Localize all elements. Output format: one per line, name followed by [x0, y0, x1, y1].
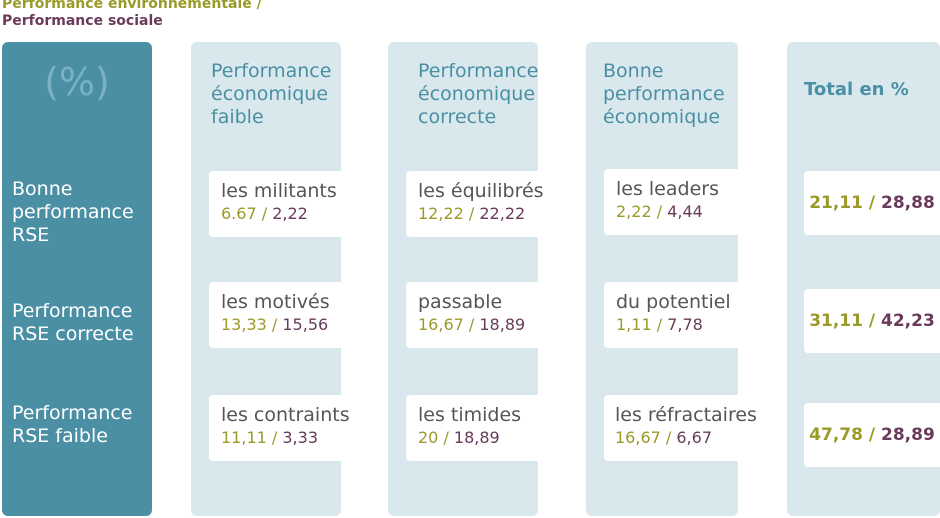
total-cell-good: 21,11 / 28,88 — [804, 171, 940, 235]
cell-name: les contraints — [221, 404, 350, 426]
separator: / — [862, 311, 882, 331]
unit-label: (%) — [44, 60, 110, 104]
cell-refractaires: les réfractaires 16,67 / 6,67 — [604, 395, 757, 461]
soc-value: 15,56 — [282, 315, 329, 334]
cell-values: 13,33 / 15,56 — [221, 314, 329, 336]
cell-passable: passable 16,67 / 18,89 — [406, 282, 538, 348]
cell-motives: les motivés 13,33 / 15,56 — [209, 282, 341, 348]
separator: / — [463, 204, 480, 223]
cell-name: les leaders — [616, 178, 719, 200]
env-value: 6.67 — [221, 204, 257, 223]
column-header-line: économique — [418, 83, 536, 105]
env-value: 2,22 — [616, 202, 652, 221]
column-header-correct: Performance économique correcte — [418, 60, 538, 129]
soc-value: 7,78 — [667, 315, 703, 334]
column-header-line: économique — [211, 83, 329, 105]
total-header: Total en % — [804, 79, 909, 100]
separator: / — [266, 428, 283, 447]
env-value: 11,11 — [221, 428, 267, 447]
column-header-line: correcte — [418, 106, 497, 128]
total-env-value: 47,78 — [809, 425, 863, 445]
soc-value: 2,22 — [272, 204, 308, 223]
row-label-correct: Performance RSE correcte — [12, 300, 134, 346]
total-cell-weak: 47,78 / 28,89 — [804, 403, 940, 467]
cell-name: les militants — [221, 180, 337, 202]
separator: / — [651, 315, 668, 334]
column-header-line: Performance — [211, 60, 332, 82]
cell-values: 16,67 / 18,89 — [418, 314, 526, 336]
column-header-line: Bonne — [603, 60, 664, 82]
cell-values: 20 / 18,89 — [418, 427, 526, 449]
cell-name: les réfractaires — [615, 404, 757, 426]
total-soc-value: 28,89 — [881, 425, 935, 445]
cell-timides: les timides 20 / 18,89 — [406, 395, 538, 461]
cell-equilibres: les équilibrés 12,22 / 22,22 — [406, 171, 544, 237]
separator: / — [660, 428, 677, 447]
cell-name: les timides — [418, 404, 522, 426]
column-header-good: Bonne performance économique — [603, 60, 725, 129]
separator: / — [463, 315, 480, 334]
cell-values: 12,22 / 22,22 — [418, 203, 526, 225]
soc-value: 22,22 — [479, 204, 526, 223]
cell-militants: les militants 6.67 / 2,22 — [209, 171, 341, 237]
column-header-line: faible — [211, 106, 264, 128]
cell-contraints: les contraints 11,11 / 3,33 — [209, 395, 350, 461]
row-label-line: performance — [12, 201, 134, 223]
soc-value: 18,89 — [453, 428, 500, 447]
cell-potentiel: du potentiel 1,11 / 7,78 — [604, 282, 738, 348]
separator: / — [862, 425, 882, 445]
soc-value: 18,89 — [479, 315, 526, 334]
env-value: 1,11 — [616, 315, 652, 334]
row-label-good: Bonne performance RSE — [12, 178, 134, 247]
cell-values: 6.67 / 2,22 — [221, 203, 329, 225]
row-label-line: Bonne — [12, 178, 73, 200]
legend-social: Performance sociale — [2, 13, 163, 29]
cell-values: 2,22 / 4,44 — [616, 201, 726, 223]
cell-values: 1,11 / 7,78 — [616, 314, 726, 336]
column-header-weak: Performance économique faible — [211, 60, 331, 129]
soc-value: 4,44 — [667, 202, 703, 221]
cell-values: 11,11 / 3,33 — [221, 427, 329, 449]
column-header-line: économique — [603, 106, 721, 128]
column-header-line: performance — [603, 83, 725, 105]
row-header-column: (%) Bonne performance RSE Performance RS… — [2, 42, 152, 516]
soc-value: 3,33 — [282, 428, 318, 447]
env-value: 20 — [418, 428, 439, 447]
separator: / — [862, 193, 882, 213]
row-label-line: RSE correcte — [12, 323, 134, 345]
legend-environmental: Performance environnementale / — [2, 0, 262, 12]
env-value: 16,67 — [418, 315, 464, 334]
total-cell-correct: 31,11 / 42,23 — [804, 289, 940, 353]
total-env-value: 21,11 — [809, 193, 863, 213]
cell-values: 16,67 / 6,67 — [615, 427, 726, 449]
separator: / — [438, 428, 454, 447]
cell-name: du potentiel — [616, 291, 731, 313]
env-value: 13,33 — [221, 315, 267, 334]
row-label-line: RSE — [12, 224, 50, 246]
total-env-value: 31,11 — [809, 311, 863, 331]
cell-leaders: les leaders 2,22 / 4,44 — [604, 169, 738, 235]
env-value: 12,22 — [418, 204, 464, 223]
cell-name: les équilibrés — [418, 180, 544, 202]
row-label-line: RSE faible — [12, 425, 108, 447]
row-label-weak: Performance RSE faible — [12, 402, 132, 448]
total-soc-value: 42,23 — [881, 311, 935, 331]
total-soc-value: 28,88 — [881, 193, 935, 213]
separator: / — [651, 202, 668, 221]
separator: / — [256, 204, 273, 223]
env-value: 16,67 — [615, 428, 661, 447]
cell-name: passable — [418, 291, 503, 313]
legend: Performance environnementale / Performan… — [2, 0, 262, 30]
column-header-line: Performance — [418, 60, 539, 82]
row-label-line: Performance — [12, 300, 133, 322]
soc-value: 6,67 — [676, 428, 712, 447]
cell-name: les motivés — [221, 291, 330, 313]
row-label-line: Performance — [12, 402, 133, 424]
separator: / — [266, 315, 283, 334]
